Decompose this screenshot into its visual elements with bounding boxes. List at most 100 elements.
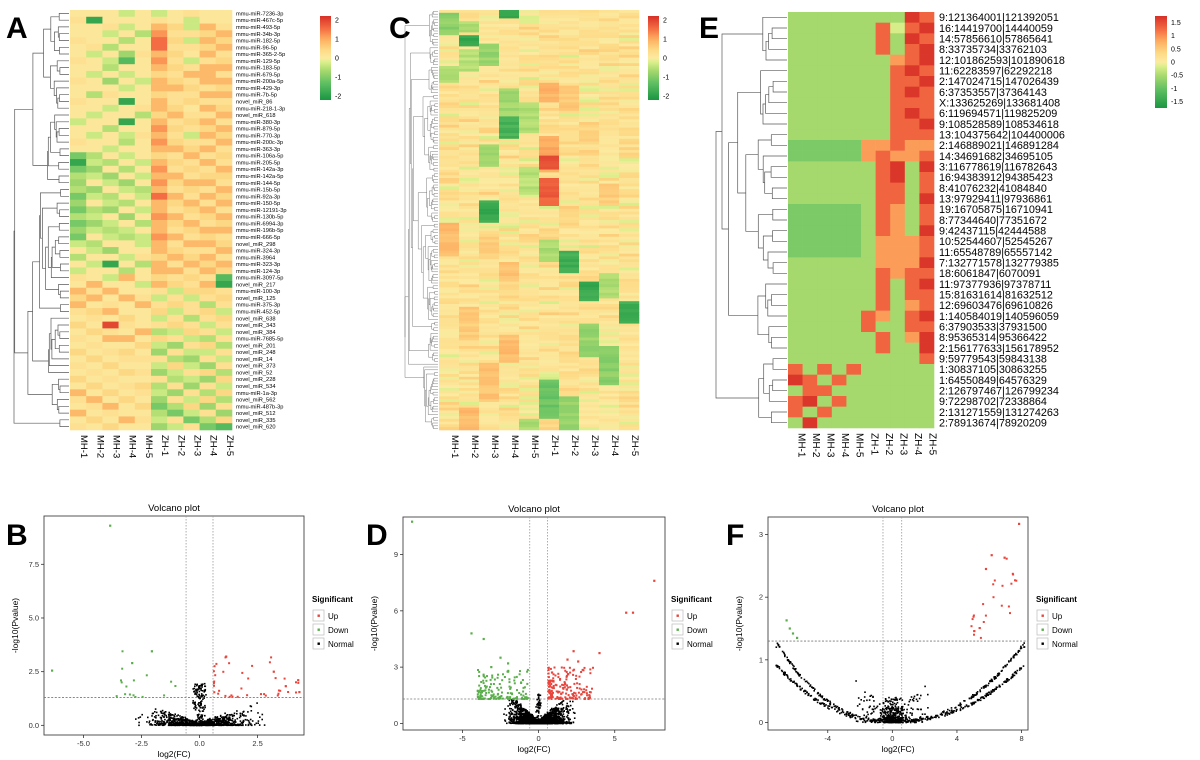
svg-text:mmu-miR-34b-3p: mmu-miR-34b-3p	[236, 32, 280, 38]
svg-text:ZH-4: ZH-4	[912, 433, 923, 456]
svg-text:ZH-1: ZH-1	[868, 433, 879, 456]
svg-text:7:132771578|132779385: 7:132771578|132779385	[939, 258, 1059, 270]
colorbar	[648, 16, 659, 100]
points-normal	[775, 642, 1026, 724]
svg-text:novel_miR_86: novel_miR_86	[236, 100, 272, 106]
svg-text:2:147024715|147026439: 2:147024715|147026439	[939, 76, 1059, 88]
svg-text:19:16705875|16710941: 19:16705875|16710941	[939, 204, 1053, 216]
svg-text:1:64550849|64576329: 1:64550849|64576329	[939, 375, 1047, 387]
svg-text:10:52544607|52545267: 10:52544607|52545267	[939, 236, 1053, 248]
svg-text:MH-5: MH-5	[143, 435, 154, 458]
svg-text:MH-2: MH-2	[469, 435, 480, 458]
svg-text:mmu-miR-467c-5p: mmu-miR-467c-5p	[236, 18, 283, 24]
svg-text:mmu-miR-493-5p: mmu-miR-493-5p	[236, 25, 280, 31]
plot-panel-border	[767, 516, 1029, 731]
svg-text:1:30837105|30863255: 1:30837105|30863255	[939, 364, 1047, 376]
svg-text:novel_miR_534: novel_miR_534	[236, 384, 276, 390]
colorbar-tick-label: 0	[663, 56, 667, 63]
x-axis-label: log2(FC)	[157, 749, 190, 759]
svg-text:mmu-miR-679-5p: mmu-miR-679-5p	[236, 72, 280, 78]
svg-text:mmu-miR-106a-5p: mmu-miR-106a-5p	[236, 154, 283, 160]
svg-text:3:116778619|116782643: 3:116778619|116782643	[939, 162, 1057, 174]
legend-item-label: Down	[687, 626, 707, 635]
legend-key-point	[676, 642, 679, 645]
legend-item-label: Up	[328, 612, 339, 621]
volcano-panel-F: Volcano plot-4 0 4 80123log2(FC)-log10(Pval…	[734, 504, 1078, 754]
svg-text:mmu-miR-200a-5p: mmu-miR-200a-5p	[236, 79, 283, 85]
colorbar-tick-label: -1	[663, 75, 669, 82]
svg-text:mmu-miR-129-5p: mmu-miR-129-5p	[236, 59, 280, 65]
svg-text:novel_miR_620: novel_miR_620	[236, 425, 276, 431]
svg-text:-5: -5	[459, 734, 466, 743]
svg-text:mmu-miR-15b-5p: mmu-miR-15b-5p	[236, 188, 280, 194]
svg-text:MH-4: MH-4	[127, 435, 138, 458]
legend-item-label: Down	[328, 626, 348, 635]
svg-text:mmu-miR-182-5p: mmu-miR-182-5p	[236, 39, 280, 45]
legend-key-point	[1041, 614, 1044, 617]
points-down	[51, 524, 177, 698]
panel-label-F: F	[726, 519, 744, 552]
svg-text:mmu-miR-6994-3p: mmu-miR-6994-3p	[236, 221, 283, 227]
svg-text:mmu-miR-124-3p: mmu-miR-124-3p	[236, 269, 280, 275]
plot-title: Volcano plot	[148, 503, 200, 514]
svg-text:MH-3: MH-3	[489, 435, 500, 458]
panel-label-E: E	[699, 12, 719, 45]
svg-text:11:65548789|65557142: 11:65548789|65557142	[939, 247, 1052, 259]
svg-text:mmu-miR-365-2-5p: mmu-miR-365-2-5p	[236, 52, 285, 58]
svg-text:mmu-miR-380-3p: mmu-miR-380-3p	[236, 120, 280, 126]
legend-key-point	[1041, 628, 1044, 631]
svg-text:2:146889021|146891284: 2:146889021|146891284	[939, 140, 1059, 152]
svg-text:2:156177633|156178952: 2:156177633|156178952	[939, 343, 1059, 355]
svg-text:mmu-miR-150-5p: mmu-miR-150-5p	[236, 201, 280, 207]
legend-key-point	[317, 614, 320, 617]
svg-text:9:42437115|42444588: 9:42437115|42444588	[939, 226, 1046, 238]
colorbar-tick-label: 0.5	[1171, 46, 1181, 53]
svg-text:ZH-3: ZH-3	[192, 435, 203, 456]
heatmap-column-labels: MH-1 MH-2 MH-3 MH-4 MH-5 ZH-1 ZH-2 ZH-3 ZH-4 ZH-5	[449, 435, 640, 458]
legend-item-label: Down	[1052, 626, 1072, 635]
svg-text:ZH-2: ZH-2	[569, 435, 580, 456]
svg-text:9:121364001|121392051: 9:121364001|121392051	[939, 12, 1059, 24]
svg-text:novel_miR_512: novel_miR_512	[236, 411, 276, 417]
colorbar-tick-label: 1	[1171, 33, 1175, 40]
svg-text:8:95365314|95366422: 8:95365314|95366422	[939, 332, 1047, 344]
svg-text:MH-2: MH-2	[94, 435, 105, 458]
svg-text:mmu-miR-3964: mmu-miR-3964	[236, 255, 275, 261]
svg-text:12:69603476|69610826: 12:69603476|69610826	[939, 300, 1053, 312]
svg-text:mmu-miR-142a-5p: mmu-miR-142a-5p	[236, 174, 283, 180]
svg-text:novel_miR_298: novel_miR_298	[236, 242, 276, 248]
svg-text:mmu-miR-12191-3p: mmu-miR-12191-3p	[236, 208, 287, 214]
heatmap-panel-A: mmu-miR-7236-3pmmu-miR-467c-5pmmu-miR-49…	[13, 10, 341, 458]
svg-text:novel_miR_52: novel_miR_52	[236, 371, 272, 377]
svg-text:7.5: 7.5	[29, 560, 39, 569]
svg-text:novel_miR_562: novel_miR_562	[236, 398, 276, 404]
svg-text:novel_miR_618: novel_miR_618	[236, 113, 276, 119]
svg-text:mmu-miR-7236-3p: mmu-miR-7236-3p	[236, 11, 283, 17]
svg-text:novel_miR_217: novel_miR_217	[236, 282, 276, 288]
axes: -5 0 5 0 3 6 9 log2(FC) -log10(Pvalue)	[369, 550, 617, 754]
svg-text:mmu-miR-130b-5p: mmu-miR-130b-5p	[236, 215, 283, 221]
points-down	[411, 520, 529, 700]
heatmap-column-labels: MH-1 MH-2 MH-3 MH-4 MH-5 ZH-1 ZH-2 ZH-3 ZH-4 ZH-5	[78, 435, 235, 458]
svg-text:mmu-miR-200c-3p: mmu-miR-200c-3p	[236, 140, 283, 146]
colorbar-tick-label: -0.5	[1171, 73, 1183, 80]
svg-text:ZH-5: ZH-5	[629, 435, 640, 456]
svg-text:mmu-miR-183-5p: mmu-miR-183-5p	[236, 66, 280, 72]
svg-text:9: 9	[394, 550, 398, 559]
svg-text:mmu-miR-375-3p: mmu-miR-375-3p	[236, 303, 280, 309]
heatmap-cells	[70, 10, 233, 431]
svg-text:novel_miR_638: novel_miR_638	[236, 316, 276, 322]
points-normal	[135, 682, 266, 727]
svg-text:MH-5: MH-5	[854, 433, 865, 458]
svg-text:6:37353557|37364143: 6:37353557|37364143	[939, 87, 1047, 99]
svg-text:mmu-miR-205-5p: mmu-miR-205-5p	[236, 161, 280, 167]
plot-legend: Significant Up Down Normal	[312, 595, 354, 650]
y-axis-label: -log10(Pvalue)	[734, 596, 744, 651]
svg-text:mmu-miR-452-5p: mmu-miR-452-5p	[236, 310, 280, 316]
svg-text:MH-3: MH-3	[111, 435, 122, 458]
points-up	[547, 579, 656, 700]
svg-text:-2.5: -2.5	[135, 739, 148, 748]
colorbar-tick-label: -2	[663, 94, 669, 101]
